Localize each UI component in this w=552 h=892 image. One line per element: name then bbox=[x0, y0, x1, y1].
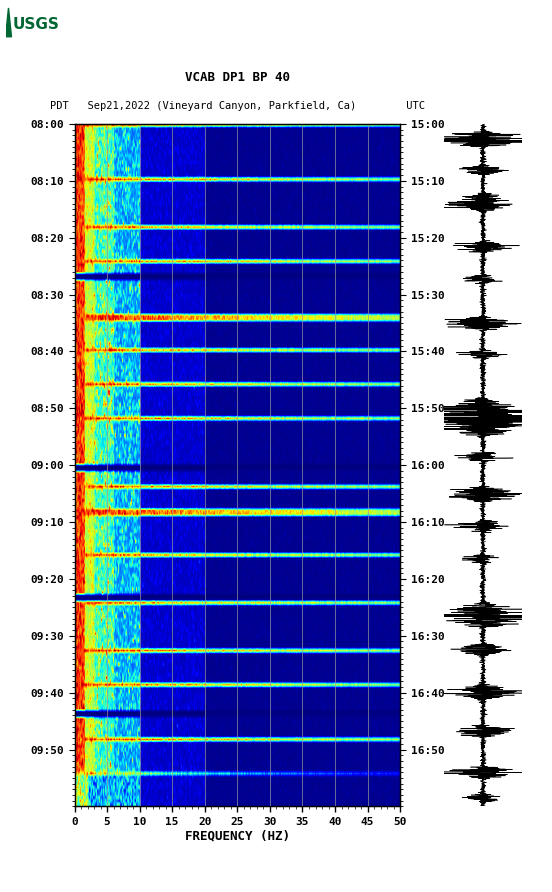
X-axis label: FREQUENCY (HZ): FREQUENCY (HZ) bbox=[185, 830, 290, 843]
Polygon shape bbox=[6, 8, 12, 37]
Text: USGS: USGS bbox=[13, 17, 60, 32]
Text: VCAB DP1 BP 40: VCAB DP1 BP 40 bbox=[185, 70, 290, 84]
Text: PDT   Sep21,2022 (Vineyard Canyon, Parkfield, Ca)        UTC: PDT Sep21,2022 (Vineyard Canyon, Parkfie… bbox=[50, 101, 425, 111]
